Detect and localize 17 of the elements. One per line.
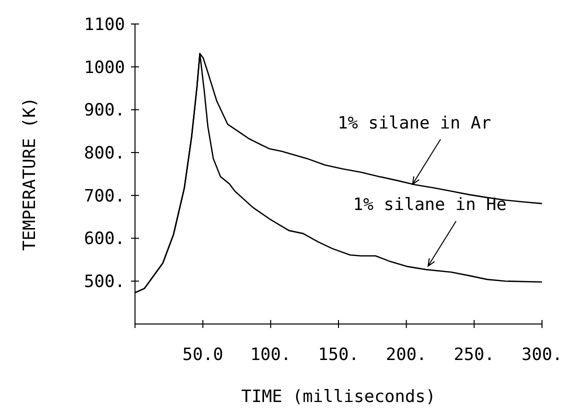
annotation: 1% silane in Ar <box>338 113 492 134</box>
x-tick-label: 300. <box>522 345 562 365</box>
y-tick-label: 600. <box>84 229 125 250</box>
x-tick-label: 200. <box>386 345 427 365</box>
y-tick-label: 900. <box>84 100 125 121</box>
x-tick-label: 100. <box>250 345 292 365</box>
y-tick-label: 800. <box>84 144 125 164</box>
y-axis-title: TEMPERATURE (K) <box>20 97 40 251</box>
y-tick-label: 500. <box>84 272 125 292</box>
y-tick-label: 1000 <box>84 58 125 78</box>
y-tick-label: 1100 <box>84 14 125 35</box>
x-axis-title: TIME (milliseconds) <box>241 387 436 407</box>
x-tick-label: 150. <box>318 345 359 365</box>
annotation: 1% silane in He <box>353 195 507 216</box>
y-tick-label: 700. <box>84 186 125 206</box>
x-tick-label: 50.0 <box>182 345 224 365</box>
x-tick-label: 250. <box>454 345 495 365</box>
